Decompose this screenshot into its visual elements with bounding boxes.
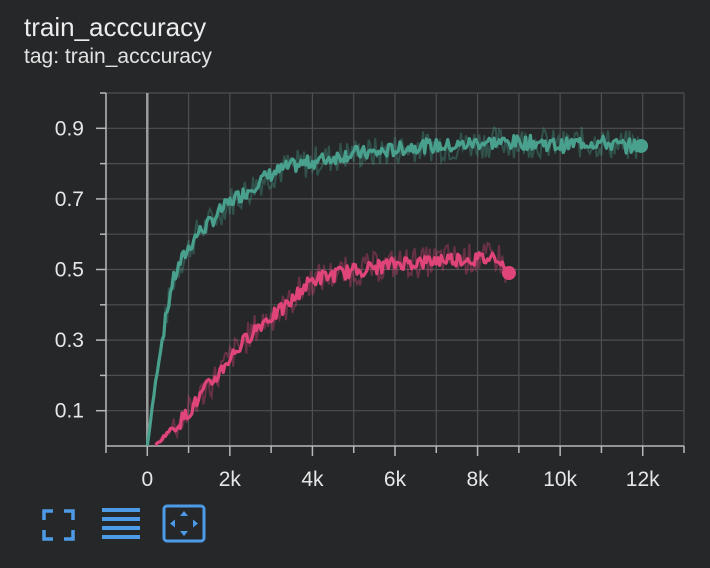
- toggle-data-table-button[interactable]: [100, 504, 142, 546]
- x-tick-label: 0: [141, 468, 153, 491]
- fullscreen-button[interactable]: [38, 504, 80, 546]
- series-0-line: [145, 133, 639, 447]
- axes: [96, 92, 685, 456]
- x-tick-label: 6k: [384, 468, 407, 491]
- chart-tag: tag: train_acccuracy: [24, 45, 212, 68]
- line-chart[interactable]: 0 2k 4k 6k 8k 10k 12k 0.1 0.3 0.5 0.7 0.9: [0, 0, 710, 500]
- chart-title: train_acccuracy: [24, 12, 207, 42]
- y-tick-label: 0.3: [55, 329, 84, 352]
- y-tick-label: 0.1: [55, 400, 84, 423]
- x-tick-label: 2k: [219, 468, 242, 491]
- fit-domain-icon: [162, 504, 206, 543]
- x-tick-label: 8k: [466, 468, 489, 491]
- series-1-line: [154, 251, 508, 447]
- x-tick-label: 10k: [543, 468, 577, 491]
- data-list-icon: [102, 508, 140, 539]
- y-tick-label: 0.5: [55, 259, 84, 282]
- series-0-end-point: [634, 138, 649, 153]
- series-0-raw-line: [146, 125, 639, 447]
- fit-domain-button[interactable]: [162, 504, 206, 546]
- tick-labels: 0 2k 4k 6k 8k 10k 12k 0.1 0.3 0.5 0.7 0.9: [55, 117, 660, 491]
- x-tick-label: 12k: [626, 468, 660, 491]
- x-tick-label: 4k: [301, 468, 324, 491]
- series-lines: [145, 125, 649, 447]
- y-tick-label: 0.7: [55, 188, 84, 211]
- series-1-end-point: [501, 266, 516, 281]
- y-tick-label: 0.9: [55, 117, 84, 140]
- series-1-raw-line: [154, 241, 507, 447]
- fullscreen-icon: [42, 509, 75, 541]
